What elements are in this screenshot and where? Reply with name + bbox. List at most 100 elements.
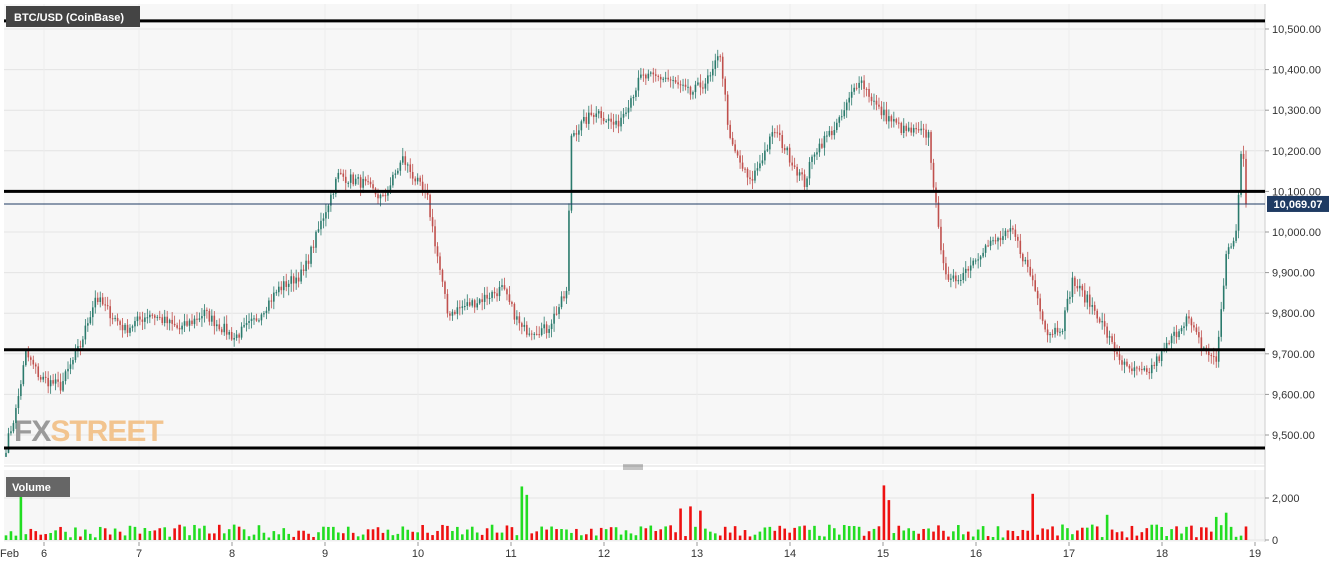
candle-body: [992, 240, 994, 242]
candle: [335, 177, 337, 198]
candle-body: [935, 187, 937, 203]
candle-body: [642, 74, 645, 76]
candle-body: [592, 114, 595, 117]
volume-bar: [431, 535, 434, 540]
candle-body: [647, 73, 650, 79]
candle: [228, 329, 230, 340]
candle-body: [1150, 364, 1153, 374]
candle: [364, 176, 367, 186]
candle-body: [109, 306, 111, 319]
candle-body: [431, 217, 434, 227]
candle-body: [751, 179, 754, 181]
candle-body: [402, 156, 404, 163]
candle: [573, 130, 575, 138]
candle-body: [476, 303, 478, 308]
candle: [667, 69, 669, 82]
candle-body: [17, 396, 20, 409]
candle-body: [87, 323, 89, 326]
candle: [218, 318, 221, 332]
time-tick-label: 8: [229, 548, 235, 560]
candle: [813, 152, 816, 165]
candle: [935, 182, 937, 208]
candle: [650, 71, 652, 77]
candle: [1004, 228, 1007, 240]
volume-bar: [912, 530, 915, 540]
candle-body: [1227, 247, 1230, 255]
volume-bar: [366, 529, 370, 540]
candle: [491, 290, 493, 302]
candle-body: [1173, 331, 1175, 336]
candle-body: [588, 112, 590, 124]
volume-bar: [545, 529, 548, 540]
candle-body: [503, 285, 506, 290]
candle: [245, 315, 248, 332]
candle: [838, 115, 841, 128]
candle-body: [756, 168, 759, 171]
candle: [657, 74, 660, 82]
candle: [349, 169, 352, 189]
candle-body: [419, 177, 421, 182]
volume-bar: [282, 528, 286, 540]
candle-body: [677, 82, 679, 85]
candle: [49, 375, 52, 394]
volume-bar: [624, 530, 628, 540]
candle: [1155, 353, 1158, 372]
candle-body: [54, 379, 57, 384]
candle: [605, 119, 607, 124]
volume-bar: [515, 535, 519, 540]
candle: [645, 73, 647, 86]
volume-bar: [168, 536, 171, 540]
candle: [225, 315, 228, 340]
candle: [997, 236, 999, 250]
candle: [880, 101, 883, 120]
volume-bar: [1081, 527, 1084, 540]
candle-body: [865, 88, 868, 90]
volume-bar: [743, 530, 747, 540]
candle: [198, 312, 201, 323]
candle: [392, 171, 394, 188]
candle-body: [315, 231, 317, 248]
candle: [798, 169, 801, 181]
candle-body: [144, 317, 146, 322]
candle: [734, 139, 736, 154]
candle: [1210, 352, 1213, 364]
candle: [1188, 310, 1190, 324]
candle-body: [883, 109, 885, 116]
candle: [788, 143, 791, 167]
candle-body: [994, 240, 997, 242]
candle-body: [550, 323, 553, 330]
candle-body: [868, 88, 870, 97]
candle-body: [429, 194, 431, 218]
volume-bar: [664, 526, 667, 540]
candle: [654, 68, 657, 82]
candle-body: [578, 130, 580, 135]
candle: [716, 49, 719, 68]
candle-body: [139, 316, 141, 320]
candle-body: [739, 155, 741, 163]
candle: [263, 311, 265, 318]
candle: [265, 306, 268, 320]
candle: [461, 300, 464, 315]
volume-bar: [887, 500, 891, 540]
candle-body: [1066, 298, 1069, 311]
volume-bar: [733, 526, 737, 540]
candle: [255, 313, 258, 322]
panel-resize-handle[interactable]: [623, 464, 643, 470]
candle-body: [69, 364, 72, 369]
candle: [111, 312, 114, 325]
candle: [994, 233, 997, 245]
candle-body: [136, 316, 139, 322]
volume-bar: [252, 534, 256, 540]
candle: [436, 242, 439, 264]
candle: [1185, 313, 1188, 331]
candle-body: [446, 293, 449, 314]
candle-body: [620, 117, 622, 127]
candle-body: [1054, 327, 1056, 335]
candle: [793, 157, 796, 170]
candle: [1098, 316, 1101, 324]
candle: [627, 100, 630, 120]
candle: [563, 290, 565, 302]
candle: [1034, 273, 1036, 293]
candle: [1170, 333, 1173, 351]
candle-body: [885, 109, 888, 122]
